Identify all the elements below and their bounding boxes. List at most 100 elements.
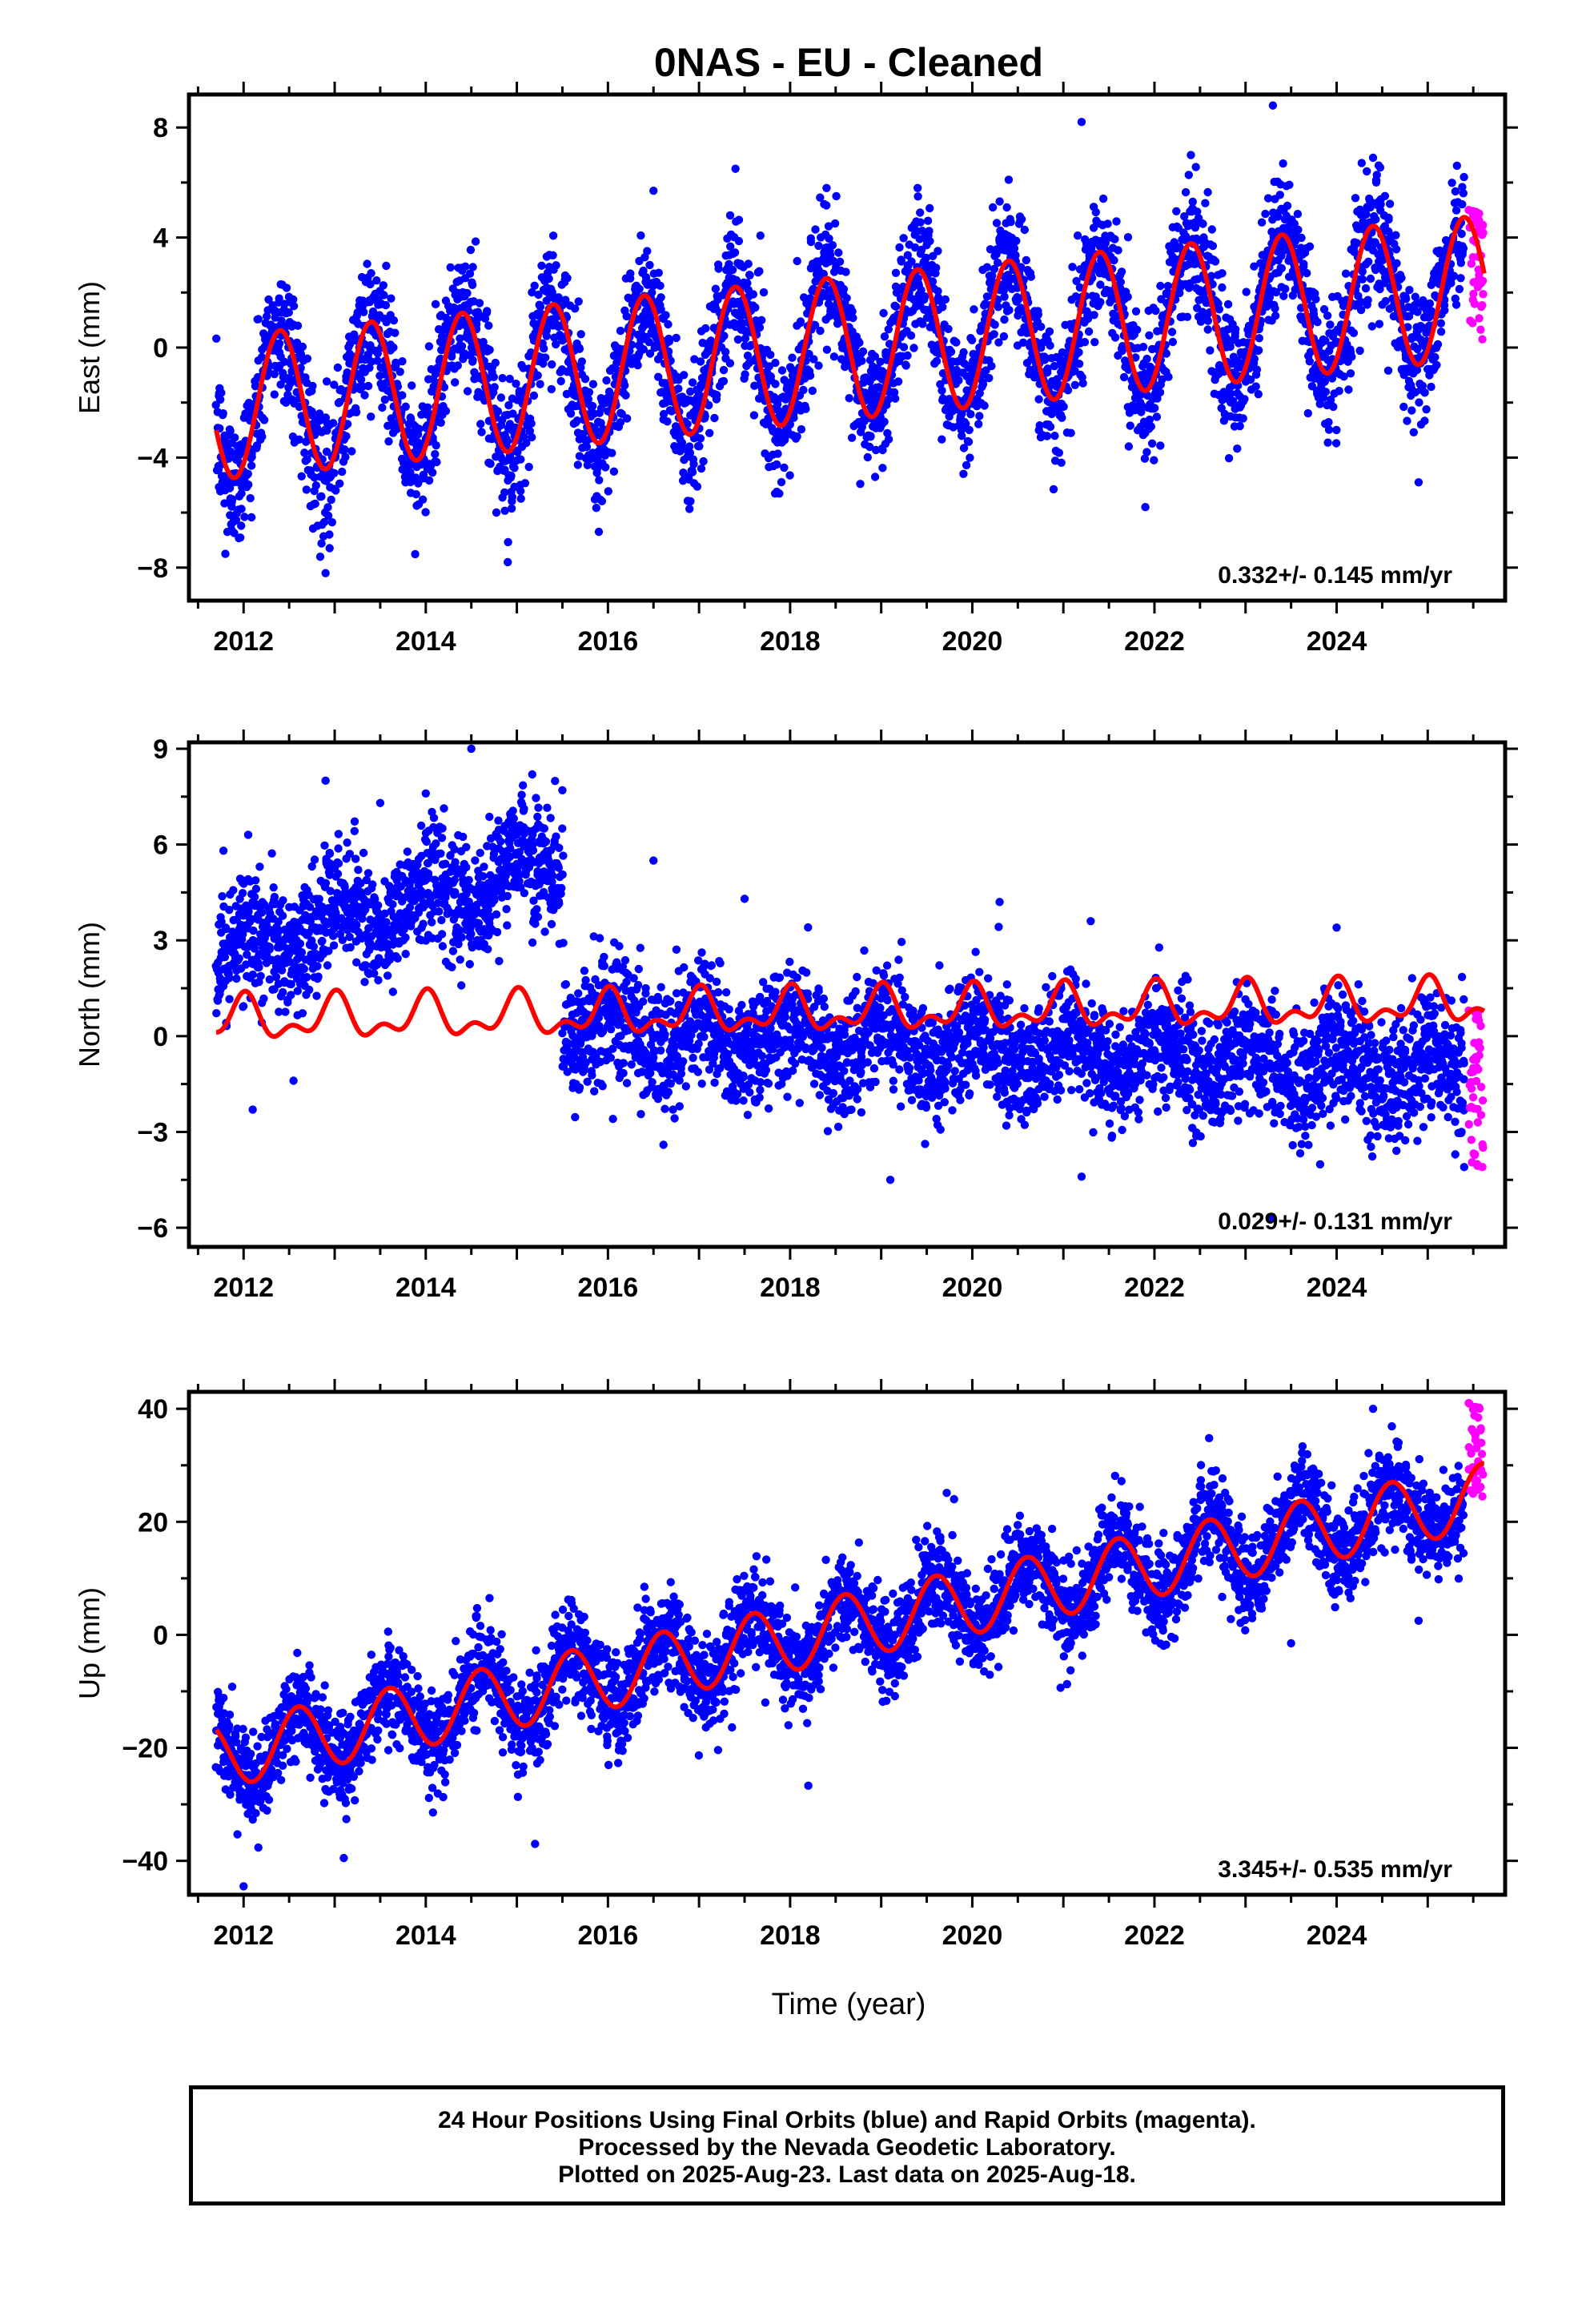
point-final_orbits bbox=[731, 164, 740, 173]
x-tick-label: 2018 bbox=[760, 1273, 821, 1303]
point-final_orbits bbox=[594, 527, 604, 537]
point-rapid-orbits bbox=[1467, 1084, 1476, 1093]
y-tick-label: −3 bbox=[137, 1117, 168, 1148]
point-final_orbits bbox=[339, 1853, 348, 1863]
point-final_orbits bbox=[221, 549, 230, 558]
x-tick-label: 2024 bbox=[1307, 1273, 1367, 1303]
point-rapid-orbits bbox=[1476, 325, 1485, 334]
point-rapid-orbits bbox=[1475, 1051, 1484, 1060]
point-rapid_orbits bbox=[1478, 1492, 1487, 1501]
x-tick-label: 2012 bbox=[213, 1273, 274, 1303]
y-tick-label: −6 bbox=[137, 1213, 168, 1244]
x-tick-label: 2016 bbox=[578, 1273, 639, 1303]
model-fit-line-up bbox=[214, 1461, 1484, 1784]
point-final_orbits bbox=[1004, 175, 1014, 184]
series-final_orbits-east bbox=[221, 101, 1423, 577]
point-rapid-orbits bbox=[1468, 1425, 1476, 1433]
data-points-east bbox=[211, 159, 1468, 561]
point-final_orbits bbox=[649, 187, 658, 195]
y-tick-label: 40 bbox=[138, 1394, 168, 1425]
point-final_orbits bbox=[1368, 1404, 1378, 1413]
point-rapid-orbits bbox=[1477, 1438, 1486, 1447]
point-final_orbits bbox=[640, 1582, 649, 1591]
point-rapid-orbits bbox=[1475, 314, 1484, 323]
point-final_orbits bbox=[1368, 153, 1378, 163]
panel-up: 2012 2014 2016 2018 2020 2022 2024 −40 −20 0 20 40 U… bbox=[73, 1379, 1518, 1951]
point-rapid_orbits bbox=[1478, 335, 1487, 344]
x-tick-label: 2020 bbox=[942, 626, 1003, 657]
series-final_orbits-north bbox=[248, 744, 1469, 1223]
point-final_orbits bbox=[1077, 1172, 1086, 1181]
x-tick-label: 2012 bbox=[213, 1920, 274, 1951]
point-rapid-orbits bbox=[1472, 1015, 1480, 1023]
rate-label-up: 3.345+/- 0.535 mm/yr bbox=[1218, 1856, 1452, 1883]
footer-line-2: Processed by the Nevada Geodetic Laborat… bbox=[578, 2134, 1116, 2161]
point-rapid-orbits bbox=[1465, 1399, 1474, 1408]
point-final_orbits bbox=[1268, 1213, 1278, 1223]
data-points-north bbox=[211, 770, 1468, 1169]
x-tick-label: 2016 bbox=[578, 1920, 639, 1951]
frame-north bbox=[187, 740, 1508, 1249]
y-tick-label: 0 bbox=[153, 1620, 168, 1651]
x-tick-label: 2022 bbox=[1124, 1273, 1185, 1303]
point-rapid-orbits bbox=[1476, 1424, 1485, 1433]
series-final-orbits-up bbox=[211, 1421, 1469, 1852]
point-rapid-orbits bbox=[1476, 1482, 1485, 1491]
point-rapid-orbits bbox=[1468, 296, 1477, 304]
x-tick-label: 2014 bbox=[396, 1920, 456, 1951]
y-axis-label-up: Up (mm) bbox=[73, 1587, 106, 1699]
y-tick-label: 0 bbox=[153, 1022, 168, 1052]
y-tick-label: 20 bbox=[138, 1507, 168, 1538]
footer-line-1: 24 Hour Positions Using Final Orbits (bl… bbox=[438, 2107, 1256, 2133]
point-final_orbits bbox=[467, 744, 476, 754]
x-tick-label: 2016 bbox=[578, 626, 639, 657]
point-final_orbits bbox=[1086, 917, 1095, 926]
footer-line-3: Plotted on 2025-Aug-23. Last data on 202… bbox=[558, 2161, 1136, 2188]
series-final_orbits-up bbox=[239, 1404, 1423, 1891]
point-rapid-orbits bbox=[1475, 1403, 1484, 1412]
point-rapid-orbits bbox=[1467, 1068, 1476, 1077]
model-fit-line-east bbox=[214, 215, 1487, 480]
point-rapid-orbits bbox=[1476, 1021, 1485, 1031]
x-tick-label: 2022 bbox=[1124, 1920, 1185, 1951]
point-rapid-orbits bbox=[1467, 1136, 1476, 1144]
point-rapid-orbits bbox=[1466, 1486, 1475, 1495]
point-final_orbits bbox=[995, 898, 1004, 907]
x-tick-label: 2014 bbox=[396, 1273, 456, 1303]
point-final_orbits bbox=[885, 1176, 895, 1184]
point-rapid-orbits bbox=[1479, 1143, 1488, 1152]
point-rapid-orbits bbox=[1469, 289, 1478, 299]
point-final_orbits bbox=[740, 895, 749, 903]
point-rapid-orbits bbox=[1470, 1411, 1479, 1420]
point-final_orbits bbox=[275, 321, 284, 330]
x-axis-label: Time (year) bbox=[772, 1988, 926, 2021]
point-rapid-orbits bbox=[1468, 319, 1477, 328]
x-tick-label: 2018 bbox=[760, 626, 821, 657]
y-tick-label: −40 bbox=[122, 1847, 168, 1877]
point-final_orbits bbox=[558, 786, 567, 795]
plot-area-east bbox=[211, 101, 1488, 577]
chart-title: 0NAS - EU - Cleaned bbox=[654, 40, 1043, 85]
y-tick-label: −20 bbox=[122, 1734, 168, 1764]
x-tick-label: 2014 bbox=[396, 626, 456, 657]
panel-north: 2012 2014 2016 2018 2020 2022 2024 −6 −3 0 3 6 9 Nort… bbox=[73, 730, 1518, 1303]
point-final_orbits bbox=[1077, 118, 1086, 127]
point-rapid-orbits bbox=[1473, 1161, 1482, 1171]
point-rapid-orbits bbox=[1475, 1038, 1484, 1047]
point-final_orbits bbox=[913, 183, 922, 192]
panels: 2012 2014 2016 2018 2020 2022 2024−8−4048East … bbox=[73, 82, 1518, 1951]
point-rapid-orbits bbox=[1469, 278, 1478, 287]
y-tick-label: 4 bbox=[153, 223, 168, 254]
point-rapid-orbits bbox=[1467, 1449, 1476, 1458]
point-final_orbits bbox=[421, 789, 431, 798]
point-final_orbits bbox=[485, 1594, 494, 1602]
series-final-orbits-east bbox=[211, 159, 1468, 561]
point-final_orbits bbox=[950, 1494, 958, 1504]
rate-label-east: 0.332+/- 0.145 mm/yr bbox=[1218, 562, 1452, 589]
x-tick-label: 2024 bbox=[1307, 1920, 1367, 1951]
series-rapid_orbits-north bbox=[1464, 1006, 1488, 1172]
series-final-orbits-north bbox=[211, 770, 1468, 1169]
x-tick-label: 2022 bbox=[1124, 626, 1185, 657]
y-tick-label: 9 bbox=[153, 734, 168, 765]
